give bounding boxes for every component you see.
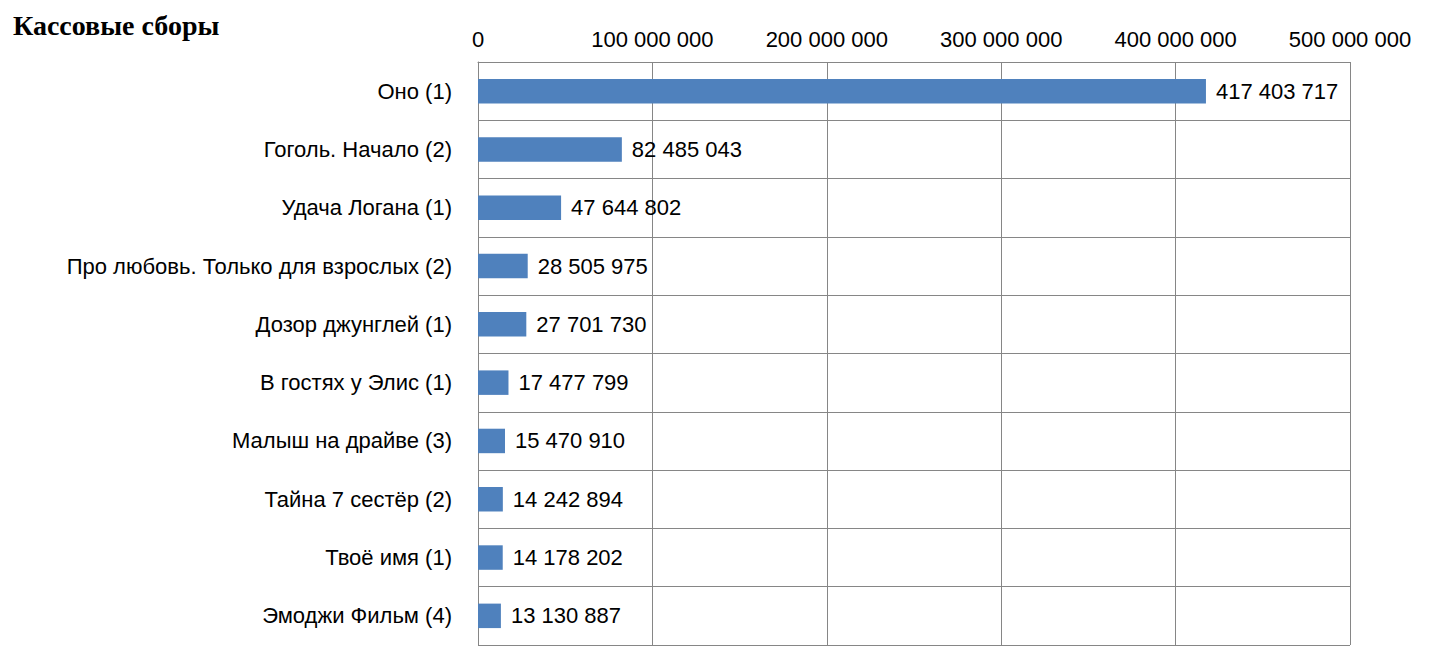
svg-text:Дозор джунглей (1): Дозор джунглей (1) (256, 312, 452, 337)
svg-text:14 242 894: 14 242 894 (513, 487, 623, 512)
svg-text:417 403 717: 417 403 717 (1216, 79, 1338, 104)
svg-text:200 000 000: 200 000 000 (766, 27, 888, 52)
svg-text:В гостях у Элис (1): В гостях у Элис (1) (260, 370, 452, 395)
svg-text:14 178 202: 14 178 202 (513, 545, 623, 570)
svg-text:300 000 000: 300 000 000 (940, 27, 1062, 52)
svg-text:13 130 887: 13 130 887 (511, 603, 621, 628)
svg-text:400 000 000: 400 000 000 (1114, 27, 1236, 52)
svg-text:100 000 000: 100 000 000 (591, 27, 713, 52)
svg-text:Оно (1): Оно (1) (378, 79, 453, 104)
svg-text:47 644 802: 47 644 802 (571, 195, 681, 220)
svg-text:17 477 799: 17 477 799 (518, 370, 628, 395)
svg-text:Твоё имя (1): Твоё имя (1) (325, 545, 452, 570)
svg-text:28 505 975: 28 505 975 (538, 254, 648, 279)
svg-text:Кассовые сборы: Кассовые сборы (13, 10, 219, 41)
svg-text:Малыш на драйве (3): Малыш на драйве (3) (232, 428, 452, 453)
svg-text:Тайна 7 сестёр (2): Тайна 7 сестёр (2) (264, 487, 452, 512)
svg-text:Гоголь. Начало (2): Гоголь. Начало (2) (264, 137, 452, 162)
svg-text:15 470 910: 15 470 910 (515, 428, 625, 453)
svg-text:Эмоджи Фильм (4): Эмоджи Фильм (4) (262, 603, 452, 628)
svg-text:0: 0 (472, 27, 484, 52)
svg-text:Удача Логана (1): Удача Логана (1) (282, 195, 453, 220)
svg-text:82 485 043: 82 485 043 (632, 137, 742, 162)
svg-text:27 701 730: 27 701 730 (536, 312, 646, 337)
svg-text:Про любовь. Только для взрослы: Про любовь. Только для взрослых (2) (67, 254, 452, 279)
svg-text:500 000 000: 500 000 000 (1289, 27, 1411, 52)
